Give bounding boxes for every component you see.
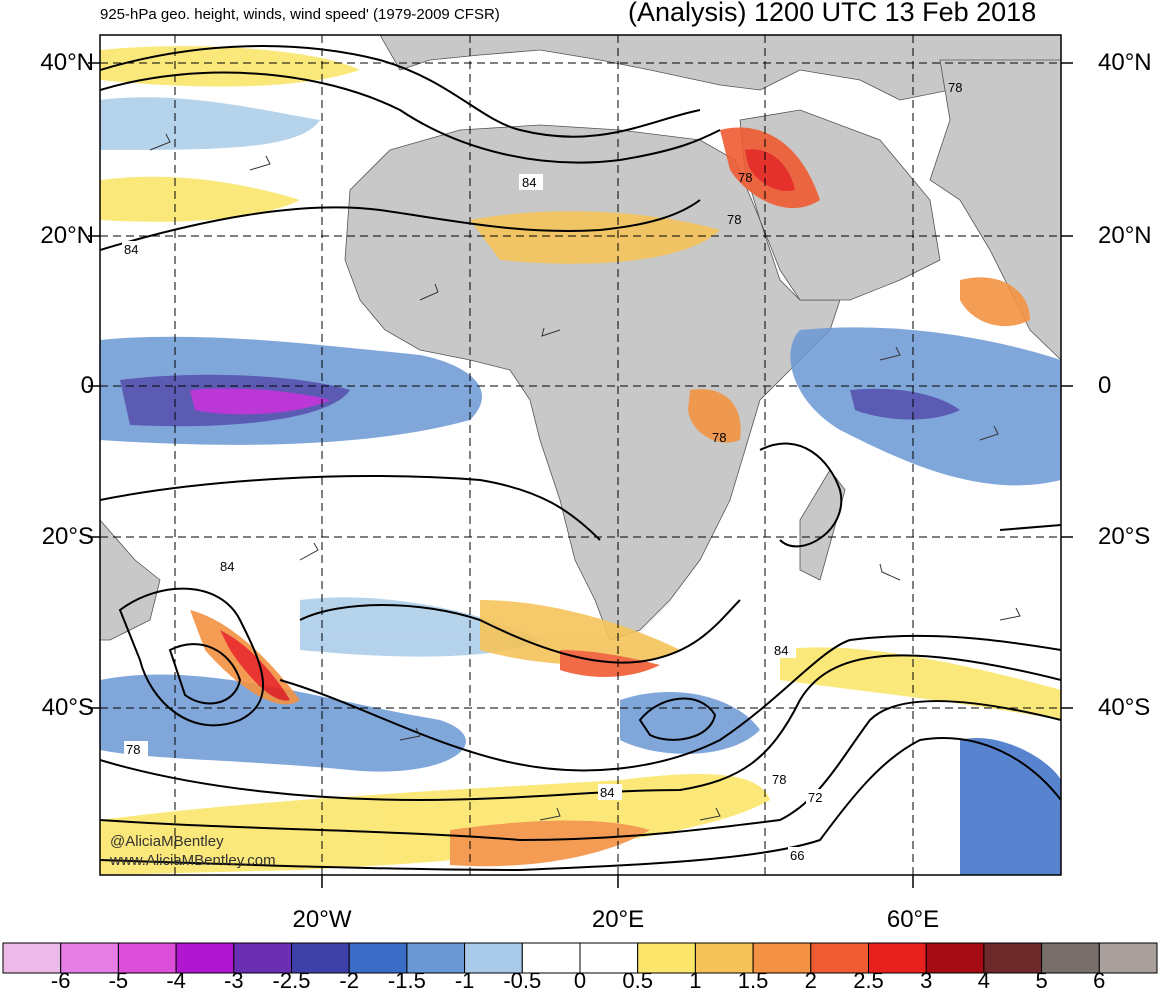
- neg-anom-indian-core: [850, 388, 960, 420]
- contour-label: 84: [600, 785, 614, 800]
- map-panel: 84 84 84 84 84 78 78 78 78 78 72 66 78: [100, 35, 1061, 875]
- colorbar-swatch: [810, 942, 869, 974]
- colorbar-swatch: [233, 942, 293, 974]
- contour-label: 78: [712, 430, 726, 445]
- lat-label-left: 40°N: [40, 49, 94, 76]
- contour-label: 78: [126, 742, 140, 757]
- colorbar-tick-label: -2: [339, 968, 359, 993]
- asia-land: [929, 59, 1061, 361]
- contour-label: 78: [727, 212, 741, 227]
- contour-label: 84: [774, 643, 788, 658]
- lat-label-left: 0: [80, 372, 94, 399]
- colorbar-swatch: [579, 942, 639, 974]
- colorbar-tick-label: 0: [573, 968, 587, 993]
- colorbar-swatch: [752, 942, 812, 974]
- author-credit: @AliciaMBentley www.AliciaMBentley.com: [110, 832, 276, 870]
- lon-label: 20°W: [292, 906, 352, 933]
- colorbar-tick-label: -3: [224, 968, 244, 993]
- colorbar-tick-label: 6: [1093, 968, 1106, 993]
- pos-anom-red-sea-core: [745, 149, 795, 191]
- lat-label-right: 40°N: [1098, 49, 1152, 76]
- pos-anom-south-africa: [480, 600, 680, 665]
- colorbar-swatch: [60, 942, 119, 974]
- lat-label-right: 0: [1098, 372, 1112, 399]
- contour-label: 84: [522, 175, 536, 190]
- pos-anom-subtropical: [100, 176, 300, 222]
- map-frame: [99, 34, 1062, 876]
- colorbar-swatch: [291, 942, 350, 974]
- lon-label: 60°E: [886, 906, 940, 933]
- colorbar-swatch: [983, 942, 1043, 974]
- colorbar-tick-label: 1.5: [737, 968, 769, 993]
- contour-label: 84: [124, 242, 138, 257]
- lon-label: 20°E: [591, 906, 645, 933]
- lat-label-right: 40°S: [1098, 694, 1151, 721]
- lat-label-left: 20°S: [41, 523, 94, 550]
- lat-label-left: 40°S: [41, 694, 94, 721]
- contour-label: 78: [948, 80, 962, 95]
- colorbar-swatch: [1041, 942, 1100, 974]
- contour-label: 84: [220, 559, 234, 574]
- height-contours: [100, 45, 1061, 872]
- colorbar-tick-label: 1: [689, 968, 702, 993]
- map-grid: [100, 35, 1061, 875]
- colorbar-tick-label: 4: [977, 968, 991, 993]
- colorbar-swatch: [406, 942, 466, 974]
- map-ticks: [88, 62, 1073, 888]
- contour-label: 66: [790, 848, 804, 863]
- website-link[interactable]: www.AliciaMBentley.com: [110, 852, 276, 869]
- neg-anom-peak: [190, 388, 330, 415]
- colorbar-swatch: [464, 942, 523, 974]
- colorbar-tick-label: 2: [804, 968, 817, 993]
- lat-label-right: 20°S: [1098, 523, 1151, 550]
- chart-subtitle: 925-hPa geo. height, winds, wind speed' …: [100, 6, 500, 23]
- pos-anom-arabian-sea: [960, 277, 1030, 327]
- pos-anom-southeast: [780, 647, 1061, 720]
- colorbar-swatch: [925, 942, 985, 974]
- lat-label-right: 20°N: [1098, 222, 1152, 249]
- contour-labels: 84 84 84 84 84 78 78 78 78 78 72 66 78: [122, 80, 962, 863]
- colorbar-tick-label: -1.5: [387, 968, 426, 993]
- south-america-land: [100, 519, 161, 641]
- pos-anom-sw-jet-core: [220, 630, 290, 701]
- africa-land: [344, 124, 841, 641]
- colorbar-swatch: [521, 942, 581, 974]
- wind-barbs: [149, 133, 1021, 821]
- colorbar-swatch: [1098, 942, 1158, 974]
- pos-anom-east-africa: [688, 389, 741, 443]
- colorbar-tick-label: -6: [50, 968, 71, 993]
- colorbar-tick-label: -5: [108, 968, 129, 993]
- colorbar-tick-label: -1: [454, 968, 475, 993]
- colorbar-tick-label: 3: [920, 968, 933, 993]
- pos-anom-saharan: [470, 211, 720, 264]
- contour-label: 78: [772, 772, 786, 787]
- pos-anom-southern-band-core: [450, 820, 650, 867]
- colorbar-tick-label: -0.5: [503, 968, 542, 993]
- neg-anom-atlantic-nw: [100, 97, 320, 150]
- pos-anom-agulhas: [560, 650, 660, 677]
- colorbar-swatch: [117, 942, 177, 974]
- lat-label-left: 20°N: [40, 222, 94, 249]
- twitter-handle: @AliciaMBentley: [110, 833, 224, 850]
- colorbar-swatch: [868, 942, 927, 974]
- colorbar-tick-label: -4: [166, 968, 186, 993]
- contour-label: 78: [738, 170, 752, 185]
- colorbar-tick-label: -2.5: [272, 968, 311, 993]
- colorbar-tick-label: 0.5: [622, 968, 653, 993]
- land-masses: [100, 35, 1061, 641]
- colorbar-tick-label: 5: [1035, 968, 1048, 993]
- contour-label: 72: [808, 790, 822, 805]
- colorbar-swatch: [2, 942, 62, 974]
- chart-title: (Analysis) 1200 UTC 13 Feb 2018: [628, 0, 1037, 27]
- colorbar: [2, 942, 1158, 974]
- colorbar-tick-label: 2.5: [853, 968, 884, 993]
- madagascar-land: [799, 469, 846, 581]
